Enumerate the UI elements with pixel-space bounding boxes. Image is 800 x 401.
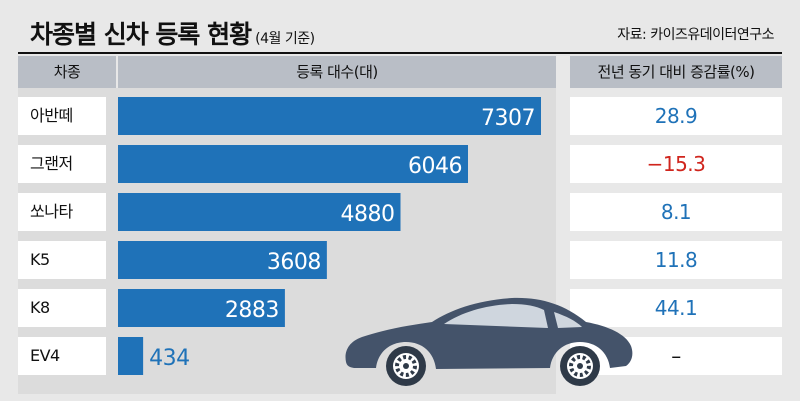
change-value: 8.1 — [570, 193, 782, 231]
column-header-change: 전년 동기 대비 증감률(%) — [597, 63, 755, 81]
category-label: 그랜저 — [18, 145, 106, 183]
wheel-icon — [386, 346, 426, 386]
title-rule — [18, 52, 782, 54]
wheel-icon — [560, 346, 600, 386]
bar-value-label: 4880 — [341, 202, 395, 227]
bar — [118, 289, 285, 327]
car-window-icon — [554, 312, 582, 328]
category-label: 아반떼 — [18, 97, 106, 135]
bar-value-label: 6046 — [408, 154, 462, 179]
car-illustration — [345, 297, 633, 386]
bar — [118, 241, 327, 279]
bar — [118, 97, 541, 135]
bar-value-label: 2883 — [225, 298, 279, 323]
category-label: K5 — [18, 241, 106, 279]
car-window-icon — [444, 304, 548, 328]
column-header-bar — [18, 56, 782, 88]
category-label: 쏘나타 — [18, 193, 106, 231]
bar — [118, 337, 144, 375]
bar — [118, 145, 469, 183]
bar-value-label: 7307 — [481, 106, 535, 131]
change-value: 28.9 — [570, 97, 782, 135]
column-header-count: 등록 대수(대) — [296, 63, 378, 81]
category-label: EV4 — [18, 337, 106, 375]
change-value: −15.3 — [570, 145, 782, 183]
change-value: 11.8 — [570, 241, 782, 279]
column-divider — [556, 56, 570, 88]
bar — [118, 193, 401, 231]
category-label: K8 — [18, 289, 106, 327]
column-header-model: 차종 — [53, 63, 81, 81]
chart-title: 차종별 신차 등록 현황 (4월 기준) — [30, 20, 315, 49]
chart-subtitle: (4월 기준) — [255, 31, 315, 47]
source-note: 자료: 카이즈유데이터연구소 — [617, 27, 774, 43]
bar-value-label: 434 — [149, 346, 190, 371]
column-divider — [116, 56, 118, 88]
bar-value-label: 3608 — [267, 250, 321, 275]
change-value: 44.1 — [570, 289, 782, 327]
